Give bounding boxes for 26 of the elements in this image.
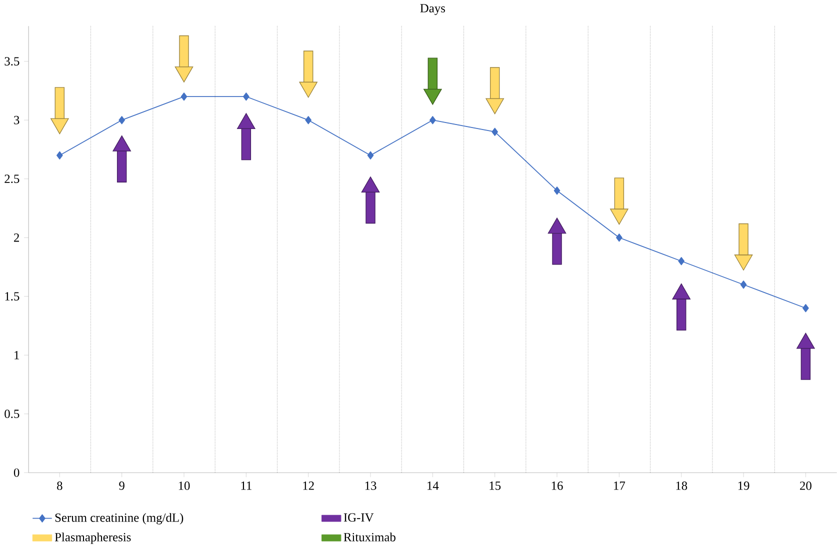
y-tick-label: 2: [14, 234, 19, 242]
y-tick-label: 3: [14, 116, 20, 124]
x-tick-label: 20: [800, 482, 812, 490]
x-tick-label: 12: [303, 482, 314, 490]
y-tick-label: 1: [14, 351, 19, 360]
chart-title: Days: [420, 4, 446, 16]
x-tick-label: 19: [738, 482, 750, 490]
x-tick-label: 16: [552, 482, 563, 490]
legend-label: Plasmapheresis: [54, 532, 131, 544]
legend-label: Serum creatinine (mg/dL): [55, 513, 184, 525]
x-tick-label: 13: [365, 482, 376, 490]
x-tick-label: 15: [490, 482, 501, 490]
y-tick-label: 3.5: [4, 57, 20, 66]
x-tick-label: 10: [178, 482, 190, 490]
y-tick-label: 0.5: [4, 410, 20, 418]
legend-label: IG-IV: [344, 513, 374, 522]
y-tick-label: 1.5: [5, 292, 20, 301]
x-tick-label: 11: [241, 482, 252, 490]
x-tick-label: 9: [119, 482, 124, 490]
y-tick-label: 2.5: [4, 174, 20, 184]
y-tick-label: 0: [14, 468, 20, 478]
x-tick-label: 18: [676, 482, 688, 490]
legend-label: Rituximab: [344, 532, 396, 542]
x-tick-label: 8: [57, 482, 62, 490]
x-tick-label: 17: [614, 482, 626, 490]
x-tick-label: 14: [428, 482, 439, 490]
